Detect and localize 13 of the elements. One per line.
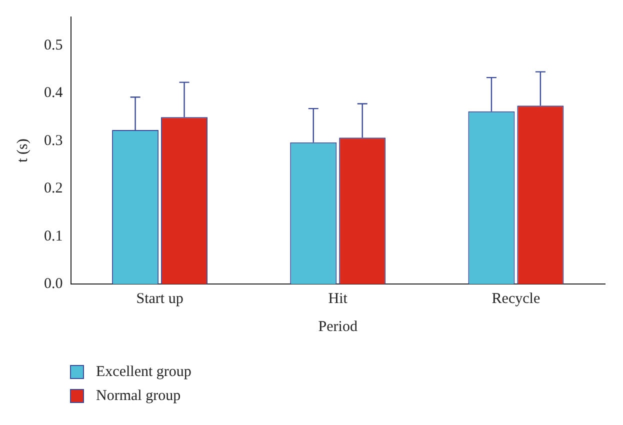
- x-tick-label: Start up: [136, 290, 184, 307]
- legend-label: Normal group: [95, 386, 182, 406]
- legend-label: Excellent group: [95, 362, 192, 382]
- y-tick-label: 0.0: [44, 276, 63, 292]
- x-axis-title: Period: [318, 318, 358, 335]
- y-tick-label: 0.5: [44, 38, 63, 54]
- y-tick-label: 0.3: [44, 132, 63, 149]
- y-tick-label: 0.4: [44, 85, 64, 102]
- y-tick-label: 0.2: [44, 180, 63, 197]
- x-tick-label: Hit: [328, 290, 348, 307]
- x-tick-label: Recycle: [492, 290, 540, 307]
- y-tick-label: 0.1: [44, 228, 63, 244]
- y-axis-title: t (s): [14, 138, 31, 162]
